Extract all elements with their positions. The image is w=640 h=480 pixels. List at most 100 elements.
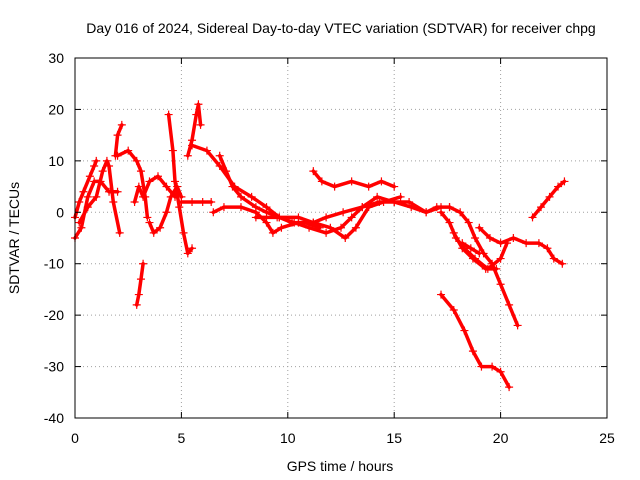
data-point-marker [166, 192, 175, 201]
data-point-marker [496, 280, 505, 289]
data-point-marker [445, 203, 454, 212]
data-point-marker [537, 203, 546, 212]
y-axis-label: SDTVAR / TECUs [6, 182, 22, 294]
data-point-marker [247, 192, 256, 201]
data-point-marker [262, 218, 271, 227]
data-point-marker [153, 172, 162, 181]
series-track-20 [439, 292, 511, 389]
data-point-marker [505, 383, 514, 392]
data-point-marker [560, 177, 569, 186]
data-point-marker [496, 239, 505, 248]
data-point-marker [475, 223, 484, 232]
data-point-marker [251, 203, 260, 212]
data-point-marker [90, 162, 99, 170]
data-point-marker [309, 218, 318, 227]
data-point-marker [339, 208, 348, 217]
data-point-marker [115, 228, 124, 237]
series-track-20-markers [437, 290, 514, 392]
data-point-marker [458, 239, 467, 248]
series-track-03 [77, 159, 122, 235]
data-point-marker [75, 218, 84, 227]
x-tick-label: 15 [386, 430, 402, 446]
y-tick-label: -10 [44, 256, 64, 272]
data-point-marker [549, 254, 558, 263]
data-point-marker [113, 187, 122, 196]
data-point-marker [471, 234, 480, 242]
data-point-marker [449, 306, 458, 314]
data-point-marker [196, 120, 205, 129]
data-point-marker [468, 347, 477, 356]
data-point-marker [79, 187, 88, 196]
x-tick-label: 5 [178, 430, 186, 446]
data-point-marker [309, 167, 318, 176]
data-point-marker [92, 192, 101, 201]
data-point-marker [460, 326, 469, 335]
data-point-marker [534, 239, 543, 248]
data-point-marker [488, 259, 497, 268]
y-tick-label: 20 [48, 101, 64, 117]
data-point-marker [477, 362, 486, 371]
y-tick-label: 30 [48, 50, 64, 66]
data-point-marker [377, 177, 386, 186]
data-point-marker [183, 151, 192, 160]
data-point-marker [102, 156, 111, 165]
data-point-marker [139, 192, 148, 201]
y-tick-label: -20 [44, 307, 64, 323]
data-point-marker [105, 162, 114, 170]
data-point-marker [437, 208, 446, 217]
data-point-marker [277, 223, 286, 232]
data-point-marker [83, 203, 92, 212]
data-point-marker [464, 218, 473, 227]
data-point-marker [222, 167, 231, 176]
data-point-marker [373, 192, 382, 201]
y-tick-label: -40 [44, 410, 64, 426]
data-point-marker [449, 228, 458, 237]
data-point-marker [437, 290, 446, 299]
series-track-21-markers [458, 239, 484, 258]
data-point-marker [522, 239, 531, 248]
data-point-marker [422, 208, 431, 217]
data-point-marker [145, 218, 154, 227]
series-track-22-markers [475, 223, 567, 268]
series-track-08-markers [132, 259, 148, 309]
y-tick-label: 10 [48, 153, 64, 169]
data-point-marker [322, 228, 331, 237]
data-point-marker [251, 213, 260, 222]
data-point-marker [98, 167, 107, 176]
data-point-marker [134, 182, 143, 191]
data-point-marker [273, 213, 282, 222]
data-point-marker [77, 223, 86, 232]
data-point-marker [485, 234, 494, 242]
data-point-marker [113, 151, 122, 160]
data-point-marker [545, 192, 554, 201]
data-point-marker [330, 182, 339, 191]
data-point-marker [175, 203, 184, 212]
data-point-marker [85, 172, 94, 181]
data-point-marker [509, 234, 518, 242]
chart-title: Day 016 of 2024, Sidereal Day-to-day VTE… [86, 20, 595, 36]
x-tick-label: 0 [71, 430, 79, 446]
series-track-11-markers [177, 198, 216, 206]
data-point-marker [554, 182, 563, 191]
axis-ticks [74, 57, 608, 419]
data-point-marker [177, 198, 186, 206]
data-point-marker [294, 213, 303, 222]
data-point-marker [305, 223, 314, 232]
data-point-marker [358, 203, 367, 212]
x-tick-labels: 0 5 10 15 20 25 [71, 430, 615, 446]
data-point-marker [492, 264, 501, 273]
data-point-marker [171, 177, 180, 186]
data-point-marker [156, 223, 165, 232]
series-track-18-markers [445, 203, 522, 330]
y-tick-label: -30 [44, 359, 64, 375]
plot-background [75, 58, 607, 418]
data-point-marker [347, 213, 356, 222]
data-point-marker [132, 156, 141, 165]
data-point-marker [322, 213, 331, 222]
data-point-marker [466, 244, 475, 253]
data-point-marker [236, 192, 245, 201]
data-point-marker [117, 120, 126, 129]
x-tick-label: 10 [280, 430, 296, 446]
series-track-08 [134, 261, 145, 307]
